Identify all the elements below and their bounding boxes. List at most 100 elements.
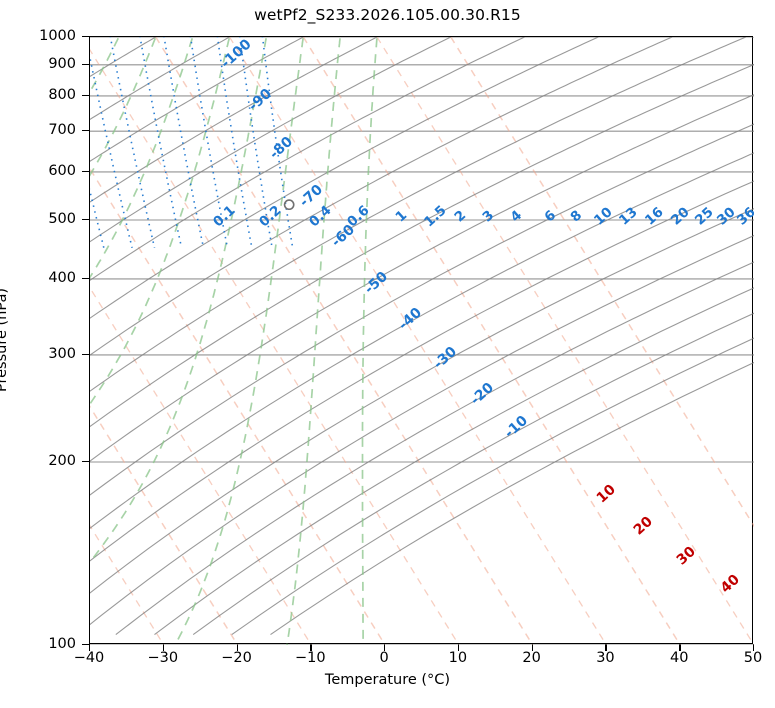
y-tick-label: 800 [48,86,76,103]
isotherm-line [90,524,165,645]
isotherm-line [376,37,754,645]
isotherm-line [155,37,534,645]
dry-adiabat-line [90,94,754,462]
y-axis-label: Pressure (hPa) [0,287,10,393]
dry-adiabat-line [90,37,673,356]
y-tick-label: 400 [48,269,76,286]
dry-adiabat-line [90,208,754,594]
mixing-ratio-label: 36 [734,204,754,228]
y-tick-mark [82,94,89,97]
isotherm-line [228,37,607,645]
x-axis-label: Temperature (°C) [324,672,451,688]
isotherm-line [450,37,754,528]
y-tick-label: 200 [48,452,76,469]
mixing-ratio-label: 6 [541,207,559,225]
x-tick-label: 40 [669,650,689,666]
x-tick-label: 10 [448,650,468,666]
moist-adiabat-line [90,38,267,564]
x-tick-mark [457,644,460,651]
y-tick-label: 300 [48,345,76,362]
skewt-canvas: 0.1 0.2 0.4 0.6 1 1.5 2 3 4 6 8 10 13 16 20 253036-100-… [90,37,754,645]
y-tick-mark [82,36,89,38]
isotherm-label: -40 [396,304,426,333]
y-tick-mark [82,277,89,280]
mixing-ratio-label: 3 [479,207,497,225]
y-tick-label: 100 [48,636,76,652]
dry-adiabat-line [90,123,754,496]
mixing-ratio-line [90,54,133,248]
dry-adiabat-line [90,180,754,562]
x-tick-label: 50 [743,650,763,666]
x-tick-mark [531,644,533,651]
x-tick-label: 30 [596,650,615,666]
y-tick-label: 700 [48,122,76,139]
moist-adiabat-line [361,38,378,645]
x-tick-mark [753,644,755,651]
dry-adiabat-line [90,37,747,392]
isotherm-line [302,37,681,645]
mixing-ratio-label: 1.5 [421,202,449,230]
dry-adiabat-line [231,337,754,636]
x-tick-label: −30 [147,650,179,666]
x-tick-label: 0 [379,650,389,666]
y-tick-label: 1000 [39,28,76,44]
y-tick-mark [82,460,89,463]
mixing-ratio-label: 13 [616,204,641,228]
dry-adiabat-line [192,312,754,636]
y-tick-mark [82,130,89,132]
x-tick-mark [89,644,91,651]
isotherm-label: -90 [246,85,276,114]
y-tick-label: 500 [48,211,76,228]
y-tick-mark [82,644,89,646]
y-tick-label: 900 [48,55,76,72]
chart-title: wetPf2_S233.2026.105.00.30.R15 [254,6,521,24]
isotherm-line [90,167,386,645]
moist-adiabat-line [90,38,231,406]
plot-area: 0.1 0.2 0.4 0.6 1 1.5 2 3 4 6 8 10 13 16 20 25 30 36 -100-… [89,36,754,645]
dry-adiabat-line [90,37,525,281]
dry-adiabat-line [90,37,599,319]
mixing-ratio-line [163,37,205,248]
dry-adiabat-line [90,37,378,203]
x-tick-mark [679,644,681,651]
x-tick-label: −40 [73,650,105,666]
moist-adiabat-line [286,38,341,645]
mixing-ratio-label: 16 [642,204,667,228]
lcl-marker [283,199,295,211]
x-tick-mark [310,644,312,651]
mixing-ratio-label: 1 [392,207,410,225]
dry-adiabat-line [90,37,452,243]
x-tick-label: −10 [295,650,326,666]
dry-adiabat-line [90,63,754,428]
dry-adiabat-line [90,152,754,529]
isotherm-label: 30 [674,543,699,568]
mixing-ratio-label: 10 [591,204,616,228]
isotherm-label: -30 [431,343,461,372]
x-tick-label: −20 [221,650,252,666]
moist-adiabat-line [174,38,304,645]
y-tick-mark [82,353,89,356]
isotherm-line [90,48,460,645]
dry-adiabat-line [90,234,754,626]
x-tick-mark [162,644,165,651]
x-tick-mark [384,644,386,651]
mixing-ratio-line [109,37,156,248]
dry-adiabat-line [270,361,754,636]
grid-and-profiles: 0.1 0.2 0.4 0.6 1 1.5 2 3 4 6 8 10 13 16 20 253036-100-… [90,37,754,645]
mixing-ratio-label: 4 [507,207,525,225]
isotherm-line [90,286,312,645]
mixing-ratio-line [90,188,105,248]
x-tick-label: 20 [522,650,541,666]
isotherm-label: 20 [631,513,656,538]
y-tick-mark [82,63,89,66]
x-tick-mark [605,644,607,651]
mixing-ratio-label: 8 [567,207,585,225]
x-tick-mark [236,644,238,651]
isotherm-label: -20 [468,379,498,408]
y-tick-mark [82,219,89,221]
y-tick-label: 600 [48,162,76,179]
dry-adiabat-line [90,37,304,162]
dry-adiabat-line [154,287,754,636]
mixing-ratio-label: 20 [668,204,693,228]
